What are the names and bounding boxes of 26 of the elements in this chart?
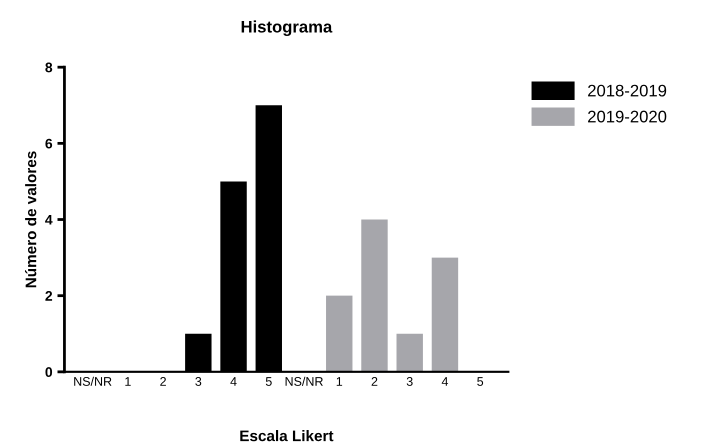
chart-title: Histograma — [242, 20, 332, 36]
x-tick-label: NS/NR — [74, 376, 112, 386]
bar — [361, 220, 388, 372]
x-tick-label: 4 — [442, 377, 448, 386]
x-tick-label: 5 — [477, 377, 484, 386]
x-tick-label: 1 — [336, 377, 342, 386]
bar — [432, 258, 458, 372]
x-tick-label: 5 — [266, 377, 272, 386]
y-tick-label: 4 — [45, 214, 53, 225]
x-tick-label: 3 — [406, 377, 413, 386]
bar — [326, 296, 352, 372]
x-tick-label: 2 — [160, 377, 166, 386]
legend-label: 2019-2020 — [588, 110, 666, 122]
legend-label: 2018-2019 — [588, 84, 666, 97]
y-tick-label: 6 — [45, 138, 52, 149]
bar — [396, 334, 423, 372]
x-tick-label: 4 — [230, 377, 237, 386]
x-tick-label: 2 — [372, 377, 378, 386]
y-axis-title: Número de valores — [24, 151, 36, 288]
y-tick-label: 0 — [45, 367, 52, 378]
x-tick-label: 1 — [125, 377, 131, 386]
y-tick-label: 2 — [45, 291, 52, 301]
y-tick-label: 8 — [45, 62, 52, 72]
x-tick-label: 3 — [195, 377, 202, 386]
x-axis-title: Escala Likert — [240, 430, 334, 442]
x-tick-label: NS/NR — [286, 376, 323, 386]
